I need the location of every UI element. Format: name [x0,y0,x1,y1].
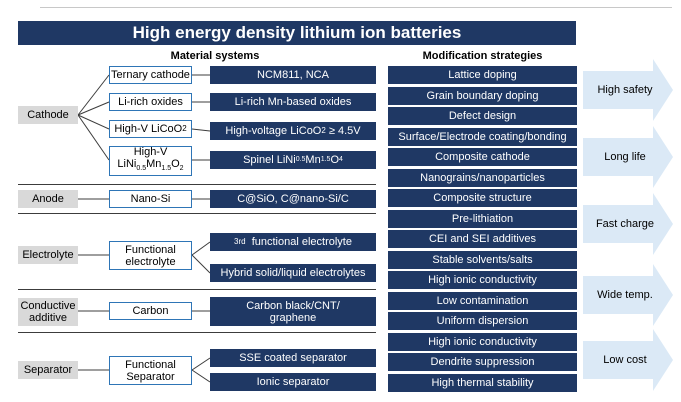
subscript: 4 [339,156,343,163]
goal-arrow-long-life: Long life [583,126,675,188]
material-text: graphene [269,311,317,324]
sub-high-v-licoo2: High-V LiCoO 2 [109,120,192,138]
formula-part: Mn [305,154,321,166]
formula-part: O [330,154,339,166]
subscript: 2 [179,165,184,173]
strategy-item: High thermal stability [388,374,577,392]
strategy-item: Pre-lithiation [388,210,577,228]
subscript: 0.5 [136,165,147,173]
goal-label: High safety [597,84,653,96]
category-conductive-additive: Conductive additive [18,298,78,326]
top-rule [40,7,672,8]
goal-arrow-high-safety: High safety [583,59,675,121]
formula-part: Spinel LiNi [243,154,296,166]
strategies-header: Modification strategies [422,50,543,62]
goal-label: Wide temp. [597,289,653,301]
arrow-shape-icon [583,329,673,391]
sub-high-v-lnmo: High-V LiNi0.5Mn1.5O2 [109,146,192,176]
category-label: Conductive [20,300,76,312]
strategy-item: Composite cathode [388,148,577,166]
material-hybrid-electrolytes: Hybrid solid/liquid electrolytes [210,264,376,282]
goal-label: Fast charge [595,218,655,230]
category-cathode: Cathode [18,106,78,124]
diagram-title: High energy density lithium ion batterie… [18,21,576,45]
strategy-item: Defect design [388,107,577,125]
superscript: 3rd [234,237,246,246]
material-3rd-functional-electrolyte: 3rd functional electrolyte [210,233,376,251]
strategy-item: High ionic conductivity [388,333,577,351]
formula-part: LiNi [117,158,137,171]
material-text: Carbon black/CNT/ [246,299,340,312]
strategy-item: Composite structure [388,189,577,207]
strategy-item: Uniform dispersion [388,312,577,330]
material-text: functional electrolyte [245,236,352,248]
strategy-item: Lattice doping [388,66,577,84]
arrow-shape-icon [583,59,673,121]
arrow-shape-icon [583,264,673,326]
sub-ternary-cathode: Ternary cathode [109,66,192,84]
sub-functional-separator: Functional Separator [109,356,192,385]
formula-part: Mn [146,158,162,171]
goal-arrow-wide-temp: Wide temp. [583,264,675,326]
goal-label: Low cost [603,354,647,366]
sub-label: High-V LiCoO [114,123,183,135]
materials-header: Material systems [170,50,260,62]
divider [18,289,376,290]
material-text: High-voltage LiCoO [225,125,322,137]
strategy-item: High ionic conductivity [388,271,577,289]
goal-label: Long life [604,151,646,163]
material-c-sio: C@SiO, C@nano-Si/C [210,190,376,208]
arrow-shape-icon [583,193,673,255]
category-label: additive [29,312,67,324]
strategy-item: Nanograins/nanoparticles [388,169,577,187]
strategy-item: Low contamination [388,292,577,310]
category-separator: Separator [18,361,78,379]
sub-label: Separator [126,370,175,383]
goal-arrow-fast-charge: Fast charge [583,193,675,255]
material-sse-separator: SSE coated separator [210,349,376,367]
sub-li-rich-oxides: Li-rich oxides [109,93,192,111]
sub-label: Functional [125,358,176,371]
formula-part: O [171,158,180,171]
material-high-voltage-licoo2: High-voltage LiCoO 2 ≥ 4.5V [210,122,376,140]
sub-label: electrolyte [125,255,176,268]
subscript: 0.5 [295,156,306,163]
arrow-shape-icon [583,126,673,188]
subscript: 1.5 [161,165,172,173]
material-ionic-separator: Ionic separator [210,373,376,391]
category-electrolyte: Electrolyte [18,246,78,264]
material-li-rich-mn: Li-rich Mn-based oxides [210,93,376,111]
strategy-item: CEI and SEI additives [388,230,577,248]
subscript: 2 [321,126,326,135]
strategy-item: Dendrite suppression [388,353,577,371]
sub-functional-electrolyte: Functional electrolyte [109,241,192,270]
divider [18,332,376,333]
goal-arrow-low-cost: Low cost [583,329,675,391]
subscript: 2 [182,124,187,133]
sub-nano-si: Nano-Si [109,190,192,208]
sub-carbon: Carbon [109,302,192,320]
material-text: ≥ 4.5V [325,125,361,137]
strategy-item: Grain boundary doping [388,87,577,105]
strategy-item: Surface/Electrode coating/bonding [388,128,577,146]
sub-formula: LiNi0.5Mn1.5O2 [117,158,183,175]
category-anode: Anode [18,190,78,208]
strategy-item: Stable solvents/salts [388,251,577,269]
sub-label: High-V [133,146,168,159]
divider [18,184,376,185]
divider [18,213,376,214]
sub-label: Functional [125,243,176,256]
material-carbon-black: Carbon black/CNT/ graphene [210,297,376,326]
subscript: 1.5 [320,156,331,163]
material-ncm811-nca: NCM811, NCA [210,66,376,84]
material-spinel: Spinel LiNi 0.5 Mn 1.5 O 4 [210,151,376,169]
